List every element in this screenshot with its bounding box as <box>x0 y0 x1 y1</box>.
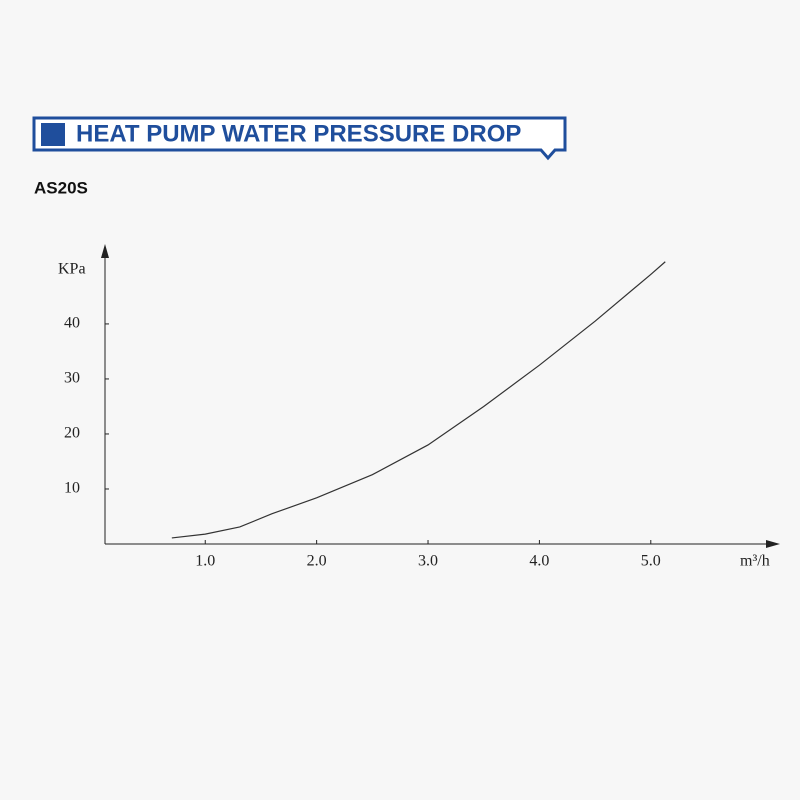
x-tick-label: 5.0 <box>641 553 661 570</box>
chart-subtitle: AS20S <box>34 178 88 197</box>
y-axis-label: KPa <box>58 261 86 278</box>
y-tick-label: 20 <box>64 425 80 442</box>
x-tick-label: 4.0 <box>529 553 549 570</box>
x-axis-arrow <box>766 540 780 548</box>
x-axis-label: m³/h <box>740 553 770 570</box>
y-tick-label: 10 <box>64 480 80 497</box>
x-tick-label: 2.0 <box>307 553 327 570</box>
x-tick-label: 3.0 <box>418 553 438 570</box>
y-axis-arrow <box>101 244 109 258</box>
title-banner <box>32 116 567 161</box>
chart-title: HEAT PUMP WATER PRESSURE DROP <box>76 120 521 147</box>
x-tick-label: 1.0 <box>195 553 215 570</box>
y-tick-label: 40 <box>64 315 80 332</box>
line <box>171 261 666 539</box>
y-tick-label: 30 <box>64 370 80 387</box>
title-square <box>41 123 65 146</box>
